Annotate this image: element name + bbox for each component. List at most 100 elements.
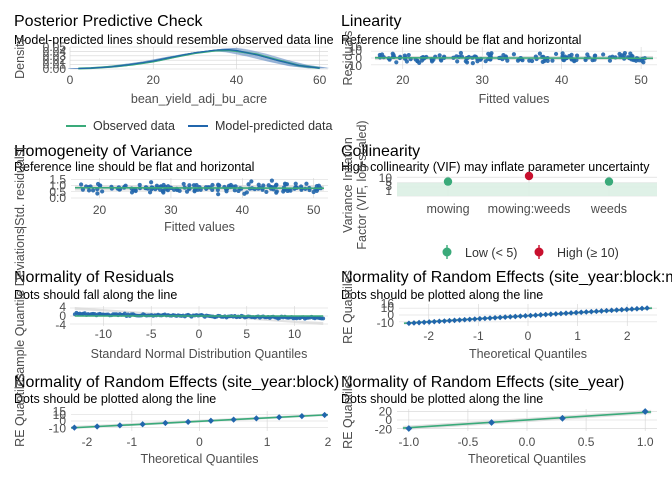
col-category-label: mowing:weeds [488, 202, 571, 216]
lin-point [406, 52, 411, 58]
lin-point [537, 51, 542, 56]
col-vif-point [443, 177, 453, 186]
nres-ytick-label: -4 [55, 318, 66, 332]
lin-point [489, 51, 494, 56]
hov-point [210, 187, 215, 193]
lin-point [379, 52, 385, 57]
re3-title: Normality of Random Effects (site_year) [341, 374, 624, 391]
hov-point [215, 187, 220, 193]
lin-point [415, 58, 420, 64]
col-ytick-label: 3 [385, 179, 392, 193]
hov-point [274, 190, 279, 195]
re1-point [583, 309, 590, 315]
hov-ylabel: |Std. residuals| [13, 147, 27, 229]
lin-xtick-label: 20 [396, 73, 410, 87]
re1-xtick-label: 2 [624, 329, 631, 343]
hov-ytick-label: 1.5 [49, 172, 66, 186]
col-subtitle: High collinearity (VIF) may inflate para… [341, 160, 650, 174]
re2-point [276, 414, 283, 421]
re1-xtick-label: 1 [574, 329, 581, 343]
re1-ytick-label: 16 [381, 297, 395, 311]
hov-point [216, 192, 221, 197]
re3-ytick-label: 20 [379, 405, 393, 419]
re1-point [553, 311, 559, 317]
re2-ytick-label: 10 [53, 408, 67, 422]
col-category-label: weeds [590, 202, 627, 216]
ppc-ytick-label: 0.00 [43, 62, 67, 76]
re1-point [527, 312, 534, 319]
re1-xtick-label: 0 [525, 329, 532, 343]
re2-point [162, 419, 169, 427]
re2-xtick-label: 2 [325, 435, 332, 449]
ppc-xtick-label: 60 [313, 73, 327, 87]
re1-point [593, 308, 600, 315]
hov-point [232, 188, 237, 193]
lin-point [574, 57, 579, 63]
re1-ylabel: RE Quantiles [341, 270, 355, 344]
re2-subtitle: Dots should be plotted along the line [14, 392, 216, 406]
re1-point [618, 306, 625, 313]
hov-xtick-label: 30 [164, 203, 178, 217]
hov-point [78, 182, 84, 187]
re1-point [507, 313, 514, 320]
hov-point [90, 188, 96, 193]
re1-title: Normality of Random Effects (site_year:b… [341, 269, 672, 286]
re2-reference-line [70, 413, 329, 429]
re1-point [426, 319, 433, 325]
re1-point [598, 308, 605, 314]
re1-point [451, 317, 458, 324]
re1-point [623, 306, 630, 313]
lin-point [593, 53, 598, 58]
re1-point [644, 305, 650, 311]
re1-subtitle: Dots should be plotted along the line [341, 288, 543, 302]
hov-point [246, 182, 251, 187]
re3-subtitle: Dots should be plotted along the line [341, 392, 543, 406]
hov-xtick-label: 40 [236, 203, 250, 217]
lin-subtitle: Reference line should be flat and horizo… [341, 33, 581, 47]
nres-ytick-label: 0 [59, 309, 66, 323]
hov-point [293, 181, 298, 186]
lin-point [429, 57, 435, 63]
re2-point [321, 411, 328, 419]
lin-point [439, 58, 444, 63]
lin-ytick-label: 0 [355, 51, 362, 65]
re2-ytick-label: 0 [59, 414, 66, 428]
re2-xtick-label: 1 [264, 435, 271, 449]
ppc-subtitle: Model-predicted lines should resemble ob… [14, 33, 334, 47]
lin-point [505, 58, 510, 63]
hov-ytick-label: 0.0 [49, 191, 66, 205]
hov-point [304, 181, 309, 186]
lin-point [569, 52, 574, 57]
re3-xtick-label: 0.5 [578, 435, 595, 449]
re1-point [563, 310, 569, 317]
nres-ylabel: Sample Quantile Deviations [13, 228, 27, 382]
hov-point [192, 189, 197, 194]
re1-point [542, 311, 549, 318]
re3-xtick-label: 0.0 [519, 435, 536, 449]
re1-point [456, 317, 463, 323]
lin-point [437, 53, 442, 58]
re1-point [588, 308, 595, 315]
lin-point [583, 57, 588, 63]
hov-point [210, 182, 215, 188]
ppc-xtick-label: 20 [147, 73, 161, 87]
hov-xtick-label: 20 [93, 203, 107, 217]
ppc-ytick-label: 0.03 [43, 49, 67, 63]
lin-ytick-label: 16 [349, 40, 363, 54]
hov-point [261, 183, 266, 188]
lin-point [515, 58, 521, 63]
hov-point [181, 181, 186, 187]
hov-point [264, 189, 269, 195]
hov-point [147, 190, 153, 195]
hov-point [216, 183, 221, 188]
ppc-ytick-label: 0.02 [43, 53, 67, 67]
re1-point [487, 315, 493, 321]
re3-ytick-label: -20 [375, 422, 393, 436]
re1-point [537, 312, 544, 318]
re2-title: Normality of Random Effects (site_year:b… [14, 374, 339, 391]
lin-point [394, 60, 399, 65]
re2-ytick-label: -10 [49, 421, 67, 435]
lin-ytick-label: 10 [349, 44, 363, 58]
lin-point [574, 53, 580, 58]
re1-point [461, 316, 468, 323]
